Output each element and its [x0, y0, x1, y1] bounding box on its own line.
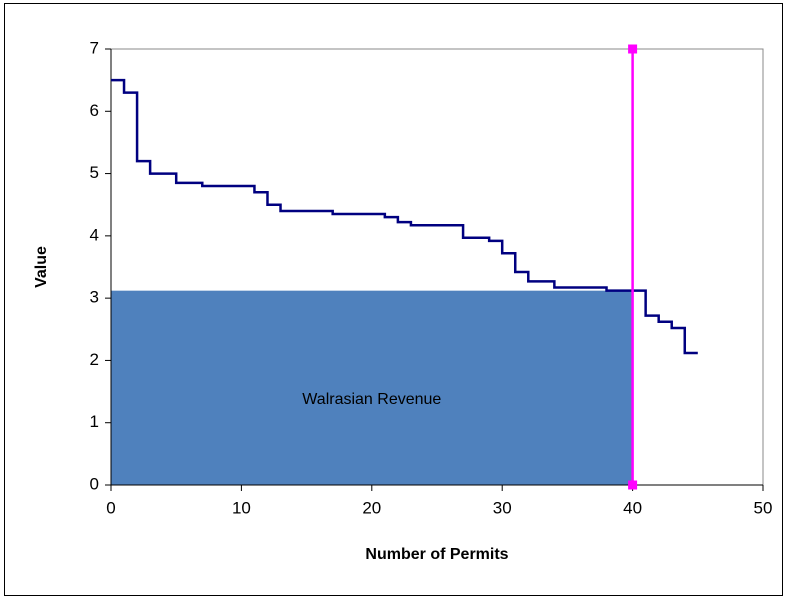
x-tick-label: 50: [754, 498, 773, 517]
y-tick-label: 5: [90, 163, 99, 182]
step-line: [111, 78, 698, 355]
x-tick-label: 0: [106, 498, 115, 517]
y-tick-label: 2: [90, 350, 99, 369]
vline-marker: [628, 480, 638, 490]
x-tick-label: 40: [623, 498, 642, 517]
y-tick-label: 1: [90, 412, 99, 431]
y-tick-label: 7: [90, 38, 99, 57]
plot-border: [111, 48, 764, 485]
x-tick-label: 30: [493, 498, 512, 517]
x-axis-title: Number of Permits: [365, 546, 508, 563]
x-tick-label: 20: [362, 498, 381, 517]
y-axis-title: Value: [33, 246, 50, 288]
revenue-area: [111, 290, 633, 485]
vline-marker: [628, 44, 638, 54]
area-label: Walrasian Revenue: [302, 391, 441, 408]
x-tick-label: 10: [232, 498, 251, 517]
y-tick-label: 3: [90, 288, 99, 307]
y-tick-label: 4: [90, 225, 99, 244]
y-tick-label: 0: [90, 474, 99, 493]
y-tick-label: 6: [90, 101, 99, 120]
